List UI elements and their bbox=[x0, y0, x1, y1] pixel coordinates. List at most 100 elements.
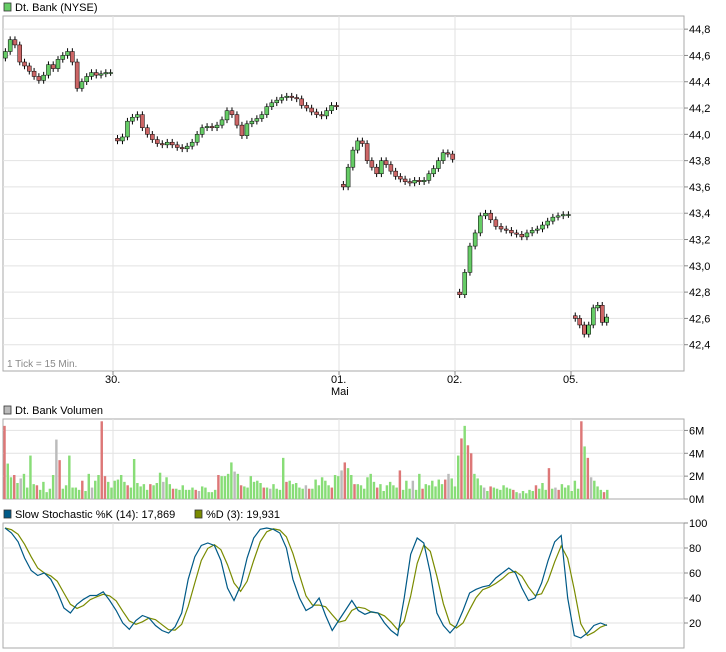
volume-bar bbox=[421, 488, 424, 499]
candle-body bbox=[219, 119, 225, 126]
volume-bar bbox=[320, 477, 324, 499]
volume-bar bbox=[294, 483, 298, 499]
volume-bar bbox=[589, 477, 593, 499]
volume-bar bbox=[81, 480, 84, 499]
volume-bar bbox=[350, 475, 353, 499]
volume-bar bbox=[188, 489, 191, 499]
price-panel: 44,8 44,6 44,4 44,2 44,0 43,8 43,6 43,4 43,2 43,0… bbox=[2, 2, 710, 398]
candle-body bbox=[108, 72, 113, 74]
candle-body bbox=[279, 97, 285, 101]
stochastic-panel: 100 80 60 40 20 Slow Stochastic %K (14): 17,… bbox=[2, 509, 707, 649]
candle-body bbox=[234, 114, 240, 126]
candle-body bbox=[27, 65, 32, 72]
volume-bar bbox=[554, 487, 557, 499]
volume-bar bbox=[226, 473, 230, 499]
candle-body bbox=[341, 184, 346, 188]
price-y-tick-label: 42,8 bbox=[689, 287, 710, 299]
volume-bar bbox=[512, 489, 515, 499]
volume-bar bbox=[492, 487, 496, 499]
candle-body bbox=[254, 118, 260, 122]
candle-body bbox=[12, 39, 18, 46]
volume-bar bbox=[495, 488, 499, 499]
volume-bar bbox=[372, 481, 376, 499]
candle-body bbox=[591, 307, 596, 326]
volume-bar bbox=[142, 484, 146, 499]
candle-body bbox=[36, 76, 42, 81]
volume-bar bbox=[557, 489, 560, 499]
volume-bar bbox=[298, 487, 301, 499]
stochastic-y-tick-label: 100 bbox=[689, 518, 707, 530]
candle-body bbox=[436, 160, 441, 169]
price-x-axis: 30. 01.Mai 02. 05. bbox=[105, 371, 578, 398]
volume-bar bbox=[200, 486, 204, 499]
volume-y-tick-label: 4M bbox=[689, 448, 704, 460]
volume-panel: 6M 4M 2M 0M Dt. Bank Volumen bbox=[2, 405, 704, 506]
candle-body bbox=[135, 114, 140, 118]
candle-body bbox=[483, 212, 488, 217]
candle-body bbox=[46, 64, 51, 76]
candle-body bbox=[467, 245, 473, 273]
volume-bar bbox=[379, 484, 382, 499]
volume-bar bbox=[178, 489, 181, 499]
volume-bar bbox=[437, 479, 440, 499]
candle-body bbox=[184, 145, 190, 150]
volume-bar bbox=[333, 475, 337, 499]
candle-body bbox=[60, 55, 66, 60]
volume-bar bbox=[515, 492, 518, 499]
volume-bar bbox=[525, 493, 528, 499]
candle-body bbox=[189, 141, 195, 147]
volume-bar bbox=[51, 475, 55, 499]
volume-bar bbox=[94, 480, 97, 499]
candle-body bbox=[103, 72, 109, 75]
volume-bar bbox=[586, 457, 590, 499]
volume-bar bbox=[573, 480, 577, 499]
stochastic-k-line bbox=[4, 527, 608, 639]
candle-body bbox=[41, 74, 46, 81]
volume-bar bbox=[269, 488, 272, 499]
volume-bar bbox=[16, 483, 19, 499]
candle-body bbox=[503, 228, 509, 231]
volume-bar bbox=[304, 485, 308, 499]
candle-body bbox=[84, 76, 89, 82]
candle-body bbox=[472, 232, 478, 247]
stochastic-d-legend: %D (3): 19,931 bbox=[206, 509, 280, 521]
volume-bar bbox=[353, 484, 356, 499]
volume-bar bbox=[450, 478, 453, 499]
volume-bar bbox=[249, 476, 253, 499]
volume-bar bbox=[119, 475, 123, 499]
candle-body bbox=[314, 111, 319, 115]
volume-bar bbox=[77, 489, 81, 499]
volume-bar bbox=[278, 489, 282, 499]
volume-bar bbox=[499, 489, 502, 499]
candle-body bbox=[440, 152, 446, 161]
volume-bar bbox=[194, 489, 197, 499]
price-y-tick-label: 43,2 bbox=[689, 235, 710, 247]
candle-body bbox=[462, 272, 468, 295]
volume-y-tick-label: 6M bbox=[689, 425, 704, 437]
stochastic-y-tick-label: 40 bbox=[689, 593, 701, 605]
candle-body bbox=[74, 61, 80, 89]
volume-bar bbox=[84, 491, 87, 499]
candle-body bbox=[70, 51, 75, 63]
candle-body bbox=[604, 316, 609, 323]
candle-body bbox=[264, 106, 270, 115]
volume-bar bbox=[456, 455, 460, 499]
candle-body bbox=[324, 110, 329, 117]
candle-body bbox=[393, 170, 398, 177]
volume-bar bbox=[87, 473, 90, 499]
volume-bar bbox=[55, 439, 58, 499]
volume-bar bbox=[411, 480, 415, 499]
volume-bar bbox=[110, 487, 113, 499]
volume-bar bbox=[317, 485, 321, 499]
candle-body bbox=[345, 166, 351, 188]
candle-body bbox=[488, 212, 493, 221]
volume-bar bbox=[19, 478, 22, 499]
volume-bar bbox=[42, 481, 45, 499]
stochastic-k-legend: Slow Stochastic %K (14): 17,869 bbox=[15, 509, 175, 521]
volume-bar bbox=[175, 488, 178, 499]
candle-body bbox=[249, 120, 255, 125]
candle-body bbox=[169, 141, 175, 146]
candle-body bbox=[98, 73, 104, 76]
candle-body bbox=[319, 114, 324, 117]
price-y-tick-label: 44,2 bbox=[689, 103, 710, 115]
